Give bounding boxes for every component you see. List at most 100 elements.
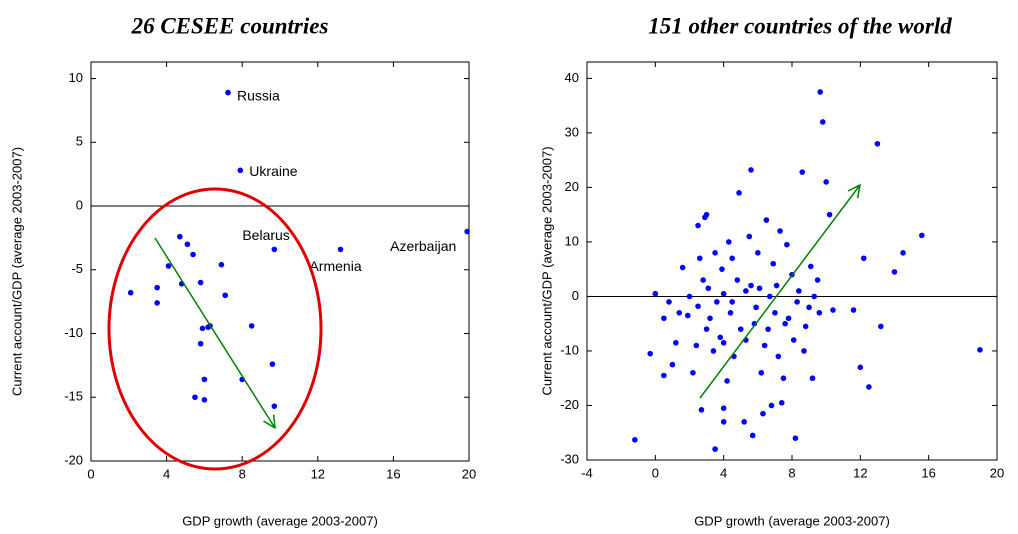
point (695, 303, 701, 310)
point (269, 361, 276, 367)
point (197, 279, 204, 286)
point (784, 241, 790, 248)
point (755, 250, 761, 256)
point (222, 292, 228, 299)
point (652, 290, 659, 297)
point (860, 255, 867, 262)
point (766, 293, 773, 300)
point (693, 342, 700, 349)
y-tick-label: 10 (69, 70, 83, 85)
y-axis-label: Current account/GDP (average 2003-2007) (9, 147, 24, 396)
x-tick-label: 12 (311, 466, 325, 481)
y-tick-label: 0 (76, 197, 83, 212)
chart-title: 26 CESEE countries (131, 13, 329, 38)
point (765, 326, 771, 332)
y-tick-label: -10 (560, 342, 579, 357)
point (192, 394, 198, 401)
point (743, 288, 749, 294)
point (703, 211, 710, 218)
point (199, 325, 206, 332)
x-axis-label: GDP growth (average 2003-2007) (694, 513, 890, 528)
y-tick-label: -5 (71, 261, 83, 276)
point (686, 293, 693, 300)
point (676, 309, 683, 316)
x-tick-label: 16 (921, 465, 935, 480)
point (782, 320, 788, 327)
point (748, 282, 754, 289)
point (796, 288, 802, 294)
point-label: Armenia (309, 258, 361, 274)
point (727, 309, 734, 316)
trend-arrow (699, 185, 860, 399)
point (725, 239, 732, 245)
chart-title: 151 other countries of the world (648, 13, 952, 38)
point (696, 255, 703, 262)
point (737, 326, 744, 332)
y-tick-label: 10 (565, 233, 579, 248)
point (801, 348, 807, 354)
y-tick-label: 40 (565, 70, 579, 85)
point (874, 140, 881, 147)
x-tick-label: 8 (239, 466, 246, 481)
y-tick-label: 30 (565, 124, 579, 139)
point (703, 326, 710, 332)
point (720, 339, 727, 346)
point (710, 348, 717, 354)
point (792, 435, 799, 441)
point (695, 222, 701, 229)
point (775, 353, 782, 360)
point (768, 402, 775, 409)
point (802, 323, 809, 330)
point (724, 378, 730, 384)
point (761, 342, 768, 349)
point (790, 337, 797, 343)
point (271, 246, 278, 253)
point (717, 334, 724, 341)
y-tick-label: -10 (64, 325, 83, 340)
point (758, 369, 765, 376)
x-tick-label: 16 (386, 466, 400, 481)
point (780, 375, 787, 382)
x-tick-label: 0 (652, 465, 659, 480)
point (751, 320, 758, 327)
point (154, 284, 160, 291)
y-tick-label: 0 (572, 288, 579, 303)
point (729, 299, 736, 305)
point (201, 376, 208, 383)
point (673, 339, 679, 346)
point (756, 285, 763, 292)
point (720, 290, 727, 297)
point (816, 309, 823, 316)
point (736, 190, 742, 196)
point (778, 399, 785, 406)
y-tick-label: -20 (64, 452, 83, 467)
point-label: Russia (237, 87, 280, 103)
x-axis-label: GDP growth (average 2003-2007) (182, 513, 378, 528)
point (720, 419, 727, 425)
y-tick-label: 20 (565, 179, 579, 194)
point (698, 407, 705, 413)
point (666, 299, 672, 305)
trend-arrow (154, 237, 275, 428)
point (734, 277, 741, 283)
point (720, 405, 727, 412)
point (785, 315, 792, 322)
point (218, 261, 225, 268)
y-tick-label: -20 (560, 397, 579, 412)
point (857, 364, 864, 371)
point (977, 347, 983, 353)
point (807, 263, 814, 270)
point (823, 179, 829, 185)
point (661, 372, 667, 379)
point (177, 233, 183, 240)
x-tick-label: 8 (788, 465, 795, 480)
point (712, 446, 718, 452)
point (749, 432, 756, 439)
point (712, 250, 718, 256)
x-tick-label: 4 (720, 465, 727, 480)
point (900, 250, 906, 256)
point (741, 419, 747, 425)
point (271, 403, 278, 409)
point (806, 304, 812, 311)
